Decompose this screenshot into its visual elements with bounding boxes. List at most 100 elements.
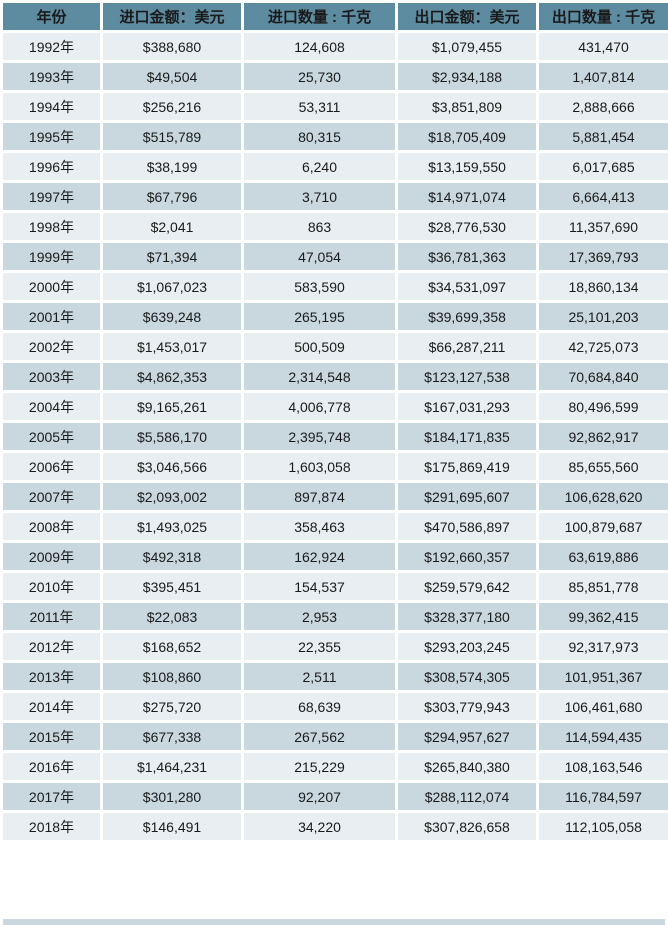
column-header-export-quantity-kg: 出口数量 : 千克 xyxy=(536,0,668,33)
column-header-import-value-usd: 进口金额：美元 xyxy=(100,0,244,33)
cell-year: 2000年 xyxy=(0,270,103,303)
cell-export-quantity-kg: 101,951,367 xyxy=(536,660,668,693)
cell-export-quantity-kg: 6,017,685 xyxy=(536,150,668,183)
cell-export-value-usd: $293,203,245 xyxy=(395,630,539,663)
cell-export-value-usd: $303,779,943 xyxy=(395,690,539,723)
table-row: 1997年 $67,796 3,710 $14,971,074 6,664,413 xyxy=(0,180,668,213)
cell-export-value-usd: $2,934,188 xyxy=(395,60,539,93)
cell-export-value-usd: $167,031,293 xyxy=(395,390,539,423)
cell-import-quantity-kg: 3,710 xyxy=(241,180,398,213)
cell-import-quantity-kg: 92,207 xyxy=(241,780,398,813)
cell-export-quantity-kg: 70,684,840 xyxy=(536,360,668,393)
cell-export-quantity-kg: 11,357,690 xyxy=(536,210,668,243)
table-row: 1992年 $388,680 124,608 $1,079,455 431,470 xyxy=(0,30,668,63)
cell-export-value-usd: $123,127,538 xyxy=(395,360,539,393)
cell-import-value-usd: $9,165,261 xyxy=(100,390,244,423)
table-row: 2015年 $677,338 267,562 $294,957,627 114,594,… xyxy=(0,720,668,753)
table-row: 2008年 $1,493,025 358,463 $470,586,897 100,87… xyxy=(0,510,668,543)
cell-import-value-usd: $108,860 xyxy=(100,660,244,693)
cell-export-quantity-kg: 85,655,560 xyxy=(536,450,668,483)
cell-import-quantity-kg: 500,509 xyxy=(241,330,398,363)
cell-export-quantity-kg: 92,862,917 xyxy=(536,420,668,453)
table-row: 2000年 $1,067,023 583,590 $34,531,097 18,860,… xyxy=(0,270,668,303)
cell-import-quantity-kg: 22,355 xyxy=(241,630,398,663)
cell-export-quantity-kg: 108,163,546 xyxy=(536,750,668,783)
cell-export-quantity-kg: 100,879,687 xyxy=(536,510,668,543)
table-row: 2006年 $3,046,566 1,603,058 $175,869,419 85,6… xyxy=(0,450,668,483)
cell-export-quantity-kg: 5,881,454 xyxy=(536,120,668,153)
cell-import-quantity-kg: 2,314,548 xyxy=(241,360,398,393)
cell-year: 2003年 xyxy=(0,360,103,393)
cell-year: 1994年 xyxy=(0,90,103,123)
cell-import-value-usd: $515,789 xyxy=(100,120,244,153)
cell-import-quantity-kg: 34,220 xyxy=(241,810,398,843)
table-row: 1995年 $515,789 80,315 $18,705,409 5,881,454 xyxy=(0,120,668,153)
table-row: 1996年 $38,199 6,240 $13,159,550 6,017,685 xyxy=(0,150,668,183)
cell-import-value-usd: $4,862,353 xyxy=(100,360,244,393)
cell-import-value-usd: $168,652 xyxy=(100,630,244,663)
cell-import-quantity-kg: 215,229 xyxy=(241,750,398,783)
cell-import-quantity-kg: 162,924 xyxy=(241,540,398,573)
cell-import-quantity-kg: 1,603,058 xyxy=(241,450,398,483)
cell-import-value-usd: $256,216 xyxy=(100,90,244,123)
cell-export-value-usd: $66,287,211 xyxy=(395,330,539,363)
cell-year: 2011年 xyxy=(0,600,103,633)
cell-import-quantity-kg: 2,395,748 xyxy=(241,420,398,453)
cell-year: 2006年 xyxy=(0,450,103,483)
cell-import-quantity-kg: 25,730 xyxy=(241,60,398,93)
cell-export-value-usd: $184,171,835 xyxy=(395,420,539,453)
cell-year: 1996年 xyxy=(0,150,103,183)
cell-export-value-usd: $308,574,305 xyxy=(395,660,539,693)
cell-year: 2018年 xyxy=(0,810,103,843)
table-row: 2010年 $395,451 154,537 $259,579,642 85,851,7… xyxy=(0,570,668,603)
cell-import-value-usd: $2,041 xyxy=(100,210,244,243)
cell-import-quantity-kg: 265,195 xyxy=(241,300,398,333)
cell-export-quantity-kg: 106,461,680 xyxy=(536,690,668,723)
table-row: 1993年 $49,504 25,730 $2,934,188 1,407,814 xyxy=(0,60,668,93)
cell-import-quantity-kg: 358,463 xyxy=(241,510,398,543)
cell-import-value-usd: $1,453,017 xyxy=(100,330,244,363)
cell-import-value-usd: $388,680 xyxy=(100,30,244,63)
cell-export-value-usd: $259,579,642 xyxy=(395,570,539,603)
cell-import-quantity-kg: 154,537 xyxy=(241,570,398,603)
cell-import-quantity-kg: 583,590 xyxy=(241,270,398,303)
cell-export-value-usd: $34,531,097 xyxy=(395,270,539,303)
cell-import-value-usd: $2,093,002 xyxy=(100,480,244,513)
table-row: 2005年 $5,586,170 2,395,748 $184,171,835 92,8… xyxy=(0,420,668,453)
cell-export-value-usd: $36,781,363 xyxy=(395,240,539,273)
cell-year: 2017年 xyxy=(0,780,103,813)
table-row: 2016年 $1,464,231 215,229 $265,840,380 108,16… xyxy=(0,750,668,783)
cell-import-value-usd: $3,046,566 xyxy=(100,450,244,483)
cell-year: 2005年 xyxy=(0,420,103,453)
cell-export-value-usd: $14,971,074 xyxy=(395,180,539,213)
cell-export-quantity-kg: 42,725,073 xyxy=(536,330,668,363)
column-header-export-value-usd: 出口金额：美元 xyxy=(395,0,539,33)
cell-import-value-usd: $67,796 xyxy=(100,180,244,213)
cell-year: 2007年 xyxy=(0,480,103,513)
table-row: 2012年 $168,652 22,355 $293,203,245 92,317,97… xyxy=(0,630,668,663)
cell-import-value-usd: $49,504 xyxy=(100,60,244,93)
table-row: 2011年 $22,083 2,953 $328,377,180 99,362,415 xyxy=(0,600,668,633)
cell-year: 2012年 xyxy=(0,630,103,663)
cell-export-value-usd: $265,840,380 xyxy=(395,750,539,783)
cell-export-quantity-kg: 92,317,973 xyxy=(536,630,668,663)
cell-export-value-usd: $192,660,357 xyxy=(395,540,539,573)
cell-import-value-usd: $38,199 xyxy=(100,150,244,183)
cell-import-value-usd: $146,491 xyxy=(100,810,244,843)
cell-export-quantity-kg: 106,628,620 xyxy=(536,480,668,513)
table-row: 2007年 $2,093,002 897,874 $291,695,607 106,62… xyxy=(0,480,668,513)
cell-import-quantity-kg: 267,562 xyxy=(241,720,398,753)
table-row: 2002年 $1,453,017 500,509 $66,287,211 42,725,… xyxy=(0,330,668,363)
cell-export-quantity-kg: 80,496,599 xyxy=(536,390,668,423)
table-row: 1998年 $2,041 863 $28,776,530 11,357,690 xyxy=(0,210,668,243)
cell-year: 2008年 xyxy=(0,510,103,543)
cell-year: 1993年 xyxy=(0,60,103,93)
cell-import-quantity-kg: 68,639 xyxy=(241,690,398,723)
cell-year: 1992年 xyxy=(0,30,103,63)
cell-export-value-usd: $39,699,358 xyxy=(395,300,539,333)
table-row: 2018年 $146,491 34,220 $307,826,658 112,105,0… xyxy=(0,810,668,843)
table-row: 2009年 $492,318 162,924 $192,660,357 63,619,8… xyxy=(0,540,668,573)
cell-export-quantity-kg: 17,369,793 xyxy=(536,240,668,273)
cell-export-value-usd: $175,869,419 xyxy=(395,450,539,483)
cell-import-value-usd: $395,451 xyxy=(100,570,244,603)
